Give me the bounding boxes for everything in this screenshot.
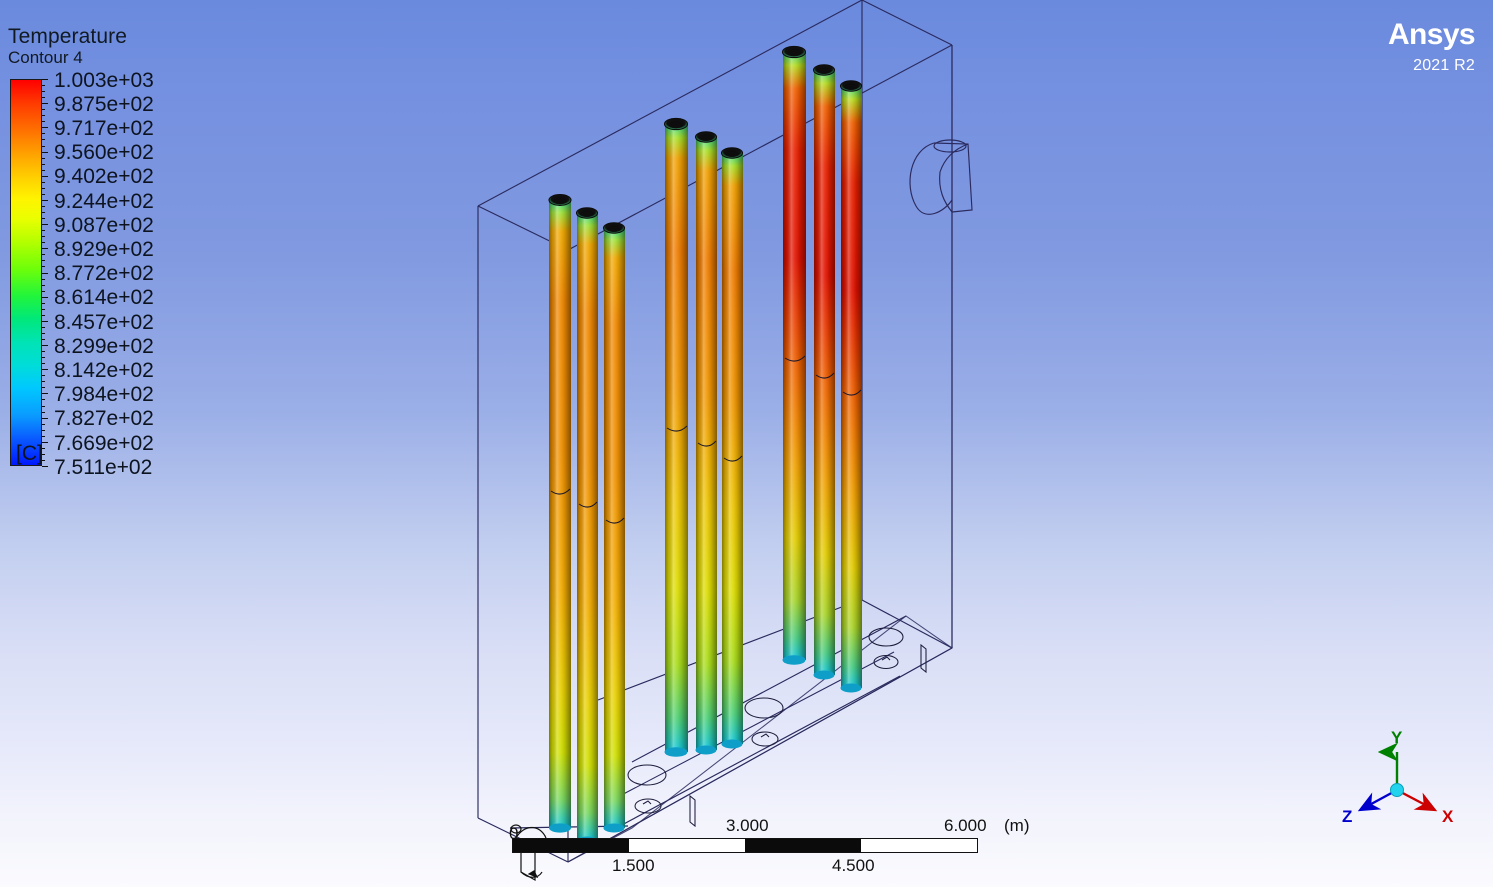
legend-tick-label: 9.244e+02 — [54, 189, 154, 213]
brand-name: Ansys — [1387, 18, 1476, 51]
legend-tick-label: 8.142e+02 — [54, 358, 154, 382]
colorbar-wrap — [10, 78, 48, 467]
legend-tick-label: 8.614e+02 — [54, 286, 154, 310]
scalebar-label-1500: 1.500 — [612, 856, 655, 875]
axis-triad-svg — [1357, 742, 1438, 812]
legend-tick-label: 8.929e+02 — [54, 238, 154, 262]
legend-body: 1.003e+03 9.875e+02 9.717e+02 9.560e+02 9.40… — [8, 69, 238, 479]
scalebar-unit: (m) — [1004, 816, 1030, 835]
legend-title: Temperature — [8, 25, 127, 48]
legend-tick-label: 7.984e+02 — [54, 383, 154, 407]
scalebar-track — [512, 838, 978, 853]
legend-unit-label: [C] — [16, 442, 43, 465]
enclosure-wireframe — [477, 0, 953, 863]
ansys-logo: Ansys 2021 R2 — [1387, 18, 1476, 74]
tube — [720, 147, 744, 749]
legend-tick-label: 9.402e+02 — [54, 165, 154, 189]
legend-tick-label: 7.827e+02 — [54, 407, 154, 431]
scalebar-label-6000: 6.000 — [944, 816, 987, 835]
legend-tick-label: 9.717e+02 — [54, 117, 154, 141]
scalebar-seg — [861, 839, 977, 852]
tube — [781, 45, 807, 665]
tube — [812, 64, 836, 680]
contour-legend: Temperature Contour 4 1.003e+03 9.875e+02… — [8, 25, 238, 479]
temperature-colorbar — [10, 78, 42, 466]
tube — [602, 222, 626, 833]
inlet-duct-outline — [909, 139, 973, 215]
legend-tick-label: 7.511e+02 — [54, 455, 153, 479]
tube-group-left — [548, 194, 626, 846]
scalebar-seg — [513, 839, 629, 852]
floor-post — [689, 643, 927, 828]
axis-label-y: Y — [1391, 728, 1403, 747]
legend-tick-label: 8.457e+02 — [54, 310, 154, 334]
axis-label-x: X — [1442, 807, 1454, 826]
floor-hole — [627, 627, 904, 814]
scalebar-seg — [629, 839, 745, 852]
axis-origin-sphere — [1390, 783, 1404, 797]
tube-group-middle — [663, 117, 744, 757]
tube — [575, 207, 599, 846]
legend-tick-label: 9.087e+02 — [54, 213, 154, 237]
axis-label-z: Z — [1342, 807, 1353, 826]
scalebar-origin-label: 0 — [509, 824, 519, 843]
legend-tick-label: 7.669e+02 — [54, 431, 154, 455]
legend-tick-label: 9.560e+02 — [54, 141, 154, 165]
scalebar-label-3000: 3.000 — [726, 816, 769, 835]
legend-tick-label: 8.772e+02 — [54, 262, 154, 286]
tube — [663, 117, 689, 757]
scale-bar: 3.000 6.000 (m) 1.500 4.500 — [512, 816, 1029, 880]
tube-group-right — [781, 45, 863, 693]
tube — [694, 131, 718, 755]
legend-tick-label: 1.003e+03 — [54, 68, 154, 92]
scalebar-seg — [745, 839, 861, 852]
tube — [548, 194, 572, 833]
tube — [839, 80, 863, 693]
legend-tick-label: 8.299e+02 — [54, 334, 154, 358]
legend-subtitle: Contour 4 — [8, 48, 83, 68]
scalebar-label-4500: 4.500 — [832, 856, 875, 875]
axis-triad: Y X Z — [1330, 728, 1470, 848]
colorbar-ticks — [42, 78, 49, 467]
legend-tick-label: 9.875e+02 — [54, 92, 154, 116]
brand-version: 2021 R2 — [1413, 57, 1475, 74]
